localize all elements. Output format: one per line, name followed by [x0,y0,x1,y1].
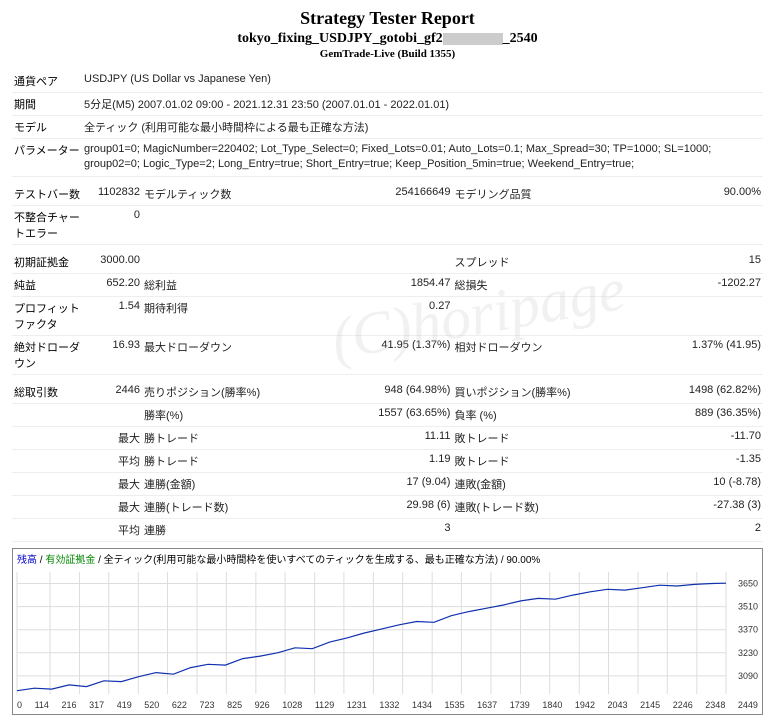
svg-text:3370: 3370 [738,624,758,634]
mismatch-label: 不整合チャートエラー [12,205,82,244]
maxconloss-value: 10 (-8.78) [623,472,763,495]
grossloss-value: -1202.27 [623,273,763,296]
svg-text:3230: 3230 [738,648,758,658]
ticks-value: 254166649 [312,183,452,206]
mismatch-value: 0 [82,205,142,244]
param-value: group01=0; MagicNumber=220402; Lot_Type_… [82,139,763,177]
model-value: 全ティック (利用可能な最小時間枠による最も正確な方法) [82,116,763,139]
reldd-label: 相対ドローダウン [452,335,622,374]
pair-value: USDJPY (US Dollar vs Japanese Yen) [82,70,763,93]
maxwin-label: 勝トレード [142,426,312,449]
svg-text:3510: 3510 [738,601,758,611]
maxconwin-value: 17 (9.04) [312,472,452,495]
maxconwin-pre: 最大 [82,472,142,495]
bars-value: 1102832 [82,183,142,206]
winrate-value: 1557 (63.65%) [312,403,452,426]
lossrate-value: 889 (36.35%) [623,403,763,426]
quality-value: 90.00% [623,183,763,206]
maxconprofit-label: 連勝(トレード数) [142,495,312,518]
absdd-label: 絶対ドローダウン [12,335,82,374]
equity-chart: 残高 / 有効証拠金 / 全ティック(利用可能な最小時間枠を使いすべてのティック… [12,548,763,715]
pf-label: プロフィットファクタ [12,296,82,335]
deposit-label: 初期証拠金 [12,251,82,274]
report-subtitle: tokyo_fixing_USDJPY_gotobi_gf2_2540 [0,31,775,47]
maxconloss-label: 連敗(金額) [452,472,622,495]
long-label: 買いポジション(勝率%) [452,381,622,404]
short-value: 948 (64.98%) [312,381,452,404]
report-title: Strategy Tester Report [0,8,775,29]
avgconloss-value: 2 [623,518,763,541]
avgloss-value: -1.35 [623,449,763,472]
maxconprofit-value: 29.98 (6) [312,495,452,518]
maxdd-value: 41.95 (1.37%) [312,335,452,374]
maxwin-value: 11.11 [312,426,452,449]
chart-xaxis: 0114216317419520622723825926102811291231… [13,698,762,714]
avgwin-value: 1.19 [312,449,452,472]
maxloss-label: 敗トレード [452,426,622,449]
pf-value: 1.54 [82,296,142,335]
maxconloss2-label: 連敗(トレード数) [452,495,622,518]
period-value: 5分足(M5) 2007.01.02 09:00 - 2021.12.31 23… [82,93,763,116]
spread-label: スプレッド [452,251,622,274]
reldd-value: 1.37% (41.95) [623,335,763,374]
maxconwin-label: 連勝(金額) [142,472,312,495]
bars-label: テストバー数 [12,183,82,206]
avgwin-label: 勝トレード [142,449,312,472]
chart-svg: 3650 3510 3370 3230 3090 [13,568,762,698]
netprofit-value: 652.20 [82,273,142,296]
build-info: GemTrade-Live (Build 1355) [0,48,775,60]
grossprofit-value: 1854.47 [312,273,452,296]
avgcon-value: 3 [312,518,452,541]
winrate-label: 勝率(%) [142,403,312,426]
deposit-value: 3000.00 [82,251,142,274]
expected-value: 0.27 [312,296,452,335]
pair-label: 通貨ペア [12,70,82,93]
grossprofit-label: 総利益 [142,273,312,296]
report-body: 通貨ペアUSDJPY (US Dollar vs Japanese Yen) 期… [0,64,775,542]
short-label: 売りポジション(勝率%) [142,381,312,404]
param-label: パラメーター [12,139,82,177]
redacted-block [443,33,503,45]
absdd-value: 16.93 [82,335,142,374]
maxconloss2-value: -27.38 (3) [623,495,763,518]
maxloss-value: -11.70 [623,426,763,449]
model-label: モデル [12,116,82,139]
spread-value: 15 [623,251,763,274]
chart-caption: 残高 / 有効証拠金 / 全ティック(利用可能な最小時間枠を使いすべてのティック… [13,549,762,568]
long-value: 1498 (62.82%) [623,381,763,404]
period-label: 期間 [12,93,82,116]
lossrate-label: 負率 (%) [452,403,622,426]
svg-text:3090: 3090 [738,671,758,681]
quality-label: モデリング品質 [452,183,622,206]
avgcon-label: 連勝 [142,518,312,541]
maxwin-pre: 最大 [82,426,142,449]
avgwin-pre: 平均 [82,449,142,472]
ticks-label: モデルティック数 [142,183,312,206]
info-table: 通貨ペアUSDJPY (US Dollar vs Japanese Yen) 期… [12,70,763,542]
total-label: 総取引数 [12,381,82,404]
avgcon-pre: 平均 [82,518,142,541]
total-value: 2446 [82,381,142,404]
maxconprofit-pre: 最大 [82,495,142,518]
svg-text:3650: 3650 [738,578,758,588]
grossloss-label: 総損失 [452,273,622,296]
maxdd-label: 最大ドローダウン [142,335,312,374]
netprofit-label: 純益 [12,273,82,296]
report-header: Strategy Tester Report tokyo_fixing_USDJ… [0,0,775,64]
expected-label: 期待利得 [142,296,312,335]
avgloss-label: 敗トレード [452,449,622,472]
